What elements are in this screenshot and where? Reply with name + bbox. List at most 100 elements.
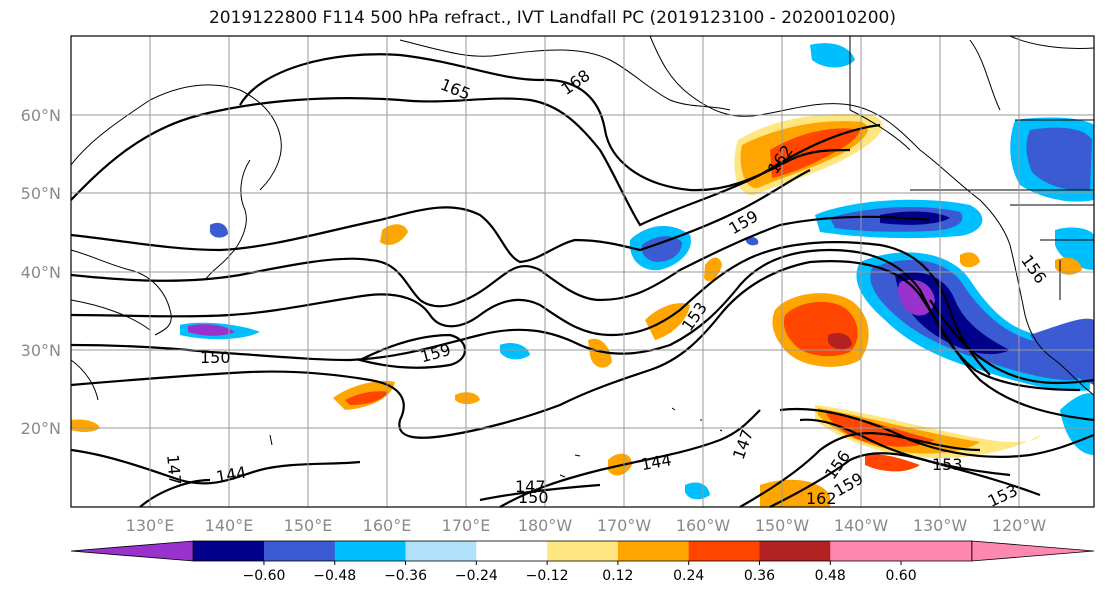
lon-tick-label: 140°E bbox=[205, 516, 254, 535]
colorbar-max-arrow bbox=[971, 540, 1095, 562]
coastline bbox=[70, 299, 151, 331]
positive-region bbox=[345, 391, 388, 405]
colorbar-tick-label: −0.60 bbox=[243, 568, 286, 584]
contour-line bbox=[929, 299, 1095, 385]
lon-tick-label: 140°W bbox=[834, 516, 889, 535]
contour-label: 153 bbox=[932, 455, 963, 474]
contour-line bbox=[70, 97, 881, 227]
negative-region bbox=[1030, 318, 1094, 385]
colorbar-tick-label: −0.24 bbox=[455, 568, 498, 584]
lon-tick-label: 120°W bbox=[992, 516, 1047, 535]
positive-region bbox=[865, 454, 920, 472]
islands bbox=[269, 407, 723, 478]
coastline bbox=[70, 84, 282, 191]
border bbox=[969, 35, 1095, 121]
colorbar-tick-label: −0.36 bbox=[384, 568, 427, 584]
contour-line bbox=[70, 448, 361, 485]
coastlines bbox=[70, 35, 1095, 478]
contour-label: 162 bbox=[806, 489, 837, 508]
colorbar-tick-label: 0.12 bbox=[602, 568, 633, 584]
positive-region bbox=[1055, 257, 1082, 275]
negative-region bbox=[897, 279, 935, 316]
negative-region bbox=[745, 236, 759, 246]
colorbar-box bbox=[547, 541, 619, 561]
lon-tick-label: 180°W bbox=[518, 516, 573, 535]
contour-line bbox=[70, 215, 931, 308]
negative-region bbox=[1055, 227, 1094, 270]
positive-region bbox=[645, 303, 690, 340]
border bbox=[910, 189, 1094, 300]
negative-region bbox=[500, 343, 530, 360]
coastline bbox=[70, 249, 172, 336]
contour-line bbox=[70, 169, 811, 264]
coastline bbox=[70, 359, 99, 401]
colorbar-min-arrow bbox=[70, 540, 194, 562]
lon-tick-label: 170°W bbox=[597, 516, 652, 535]
negative-region bbox=[210, 222, 228, 238]
lon-tick-label: 130°W bbox=[913, 516, 968, 535]
lat-tick-label: 50°N bbox=[21, 184, 61, 203]
coastline bbox=[204, 159, 251, 281]
colorbar-box bbox=[476, 541, 548, 561]
colorbar-box bbox=[334, 541, 407, 561]
lon-tick-label: 130°E bbox=[126, 516, 175, 535]
colorbar-box bbox=[759, 541, 831, 561]
contour-label: 147 bbox=[515, 477, 546, 496]
graticule bbox=[71, 36, 1094, 507]
map-frame bbox=[70, 35, 1095, 508]
colorbar-box bbox=[688, 541, 760, 561]
border bbox=[849, 36, 911, 151]
contour-label: 147 bbox=[163, 454, 185, 486]
colorbar-box bbox=[405, 541, 477, 561]
coastline bbox=[399, 39, 731, 111]
colorbar-box bbox=[830, 541, 902, 561]
lon-tick-label: 160°W bbox=[676, 516, 731, 535]
lon-axis: 130°E 140°E 150°E 160°E 170°E 180°W 170°… bbox=[126, 516, 1047, 535]
negative-region bbox=[641, 236, 682, 262]
coastline bbox=[1009, 244, 1095, 396]
lat-axis: 60°N 50°N 40°N 30°N 20°N bbox=[21, 106, 61, 438]
lon-tick-label: 170°E bbox=[442, 516, 491, 535]
colorbar-tick-label: 0.36 bbox=[744, 568, 775, 584]
colorbar-outline bbox=[192, 540, 973, 562]
contour-line bbox=[779, 407, 1095, 458]
map-title: 2019122800 F114 500 hPa refract., IVT La… bbox=[208, 8, 896, 28]
lon-tick-label: 160°E bbox=[363, 516, 412, 535]
lon-tick-label: 150°E bbox=[284, 516, 333, 535]
lon-tick-label: 150°W bbox=[755, 516, 810, 535]
colorbar-tick-label: 0.24 bbox=[673, 568, 704, 584]
positive-region bbox=[704, 257, 722, 282]
contour-line bbox=[499, 409, 761, 508]
colorbar-box bbox=[617, 541, 690, 561]
contour-line bbox=[769, 452, 1041, 508]
negative-region bbox=[1026, 127, 1092, 191]
negative-region bbox=[188, 324, 235, 336]
lat-tick-label: 30°N bbox=[21, 341, 61, 360]
negative-region bbox=[1060, 393, 1094, 455]
contour-line bbox=[479, 483, 601, 502]
lat-tick-label: 40°N bbox=[21, 263, 61, 282]
height-contours bbox=[70, 53, 1095, 508]
contour-line bbox=[70, 260, 1095, 439]
contour-line bbox=[139, 478, 211, 508]
colorbar-tick-label: −0.48 bbox=[313, 568, 356, 584]
contour-line bbox=[799, 418, 1011, 477]
positive-region bbox=[455, 392, 480, 405]
positive-region bbox=[960, 252, 980, 268]
colorbar-tick-label: 0.60 bbox=[885, 568, 916, 584]
colorbar-box bbox=[263, 541, 336, 561]
contour-label: 150 bbox=[518, 488, 549, 507]
colorbar-tick-label: 0.48 bbox=[815, 568, 846, 584]
negative-region bbox=[685, 482, 710, 500]
lat-tick-label: 20°N bbox=[21, 419, 61, 438]
positive-region bbox=[770, 128, 860, 178]
positive-region bbox=[71, 419, 100, 432]
colorbar: −0.60 −0.48 −0.36 −0.24 −0.12 0.12 0.24 0.36 0.4… bbox=[70, 540, 1095, 584]
colorbar-box bbox=[901, 541, 973, 561]
positive-region bbox=[828, 333, 852, 350]
colorbar-tick-label: −0.12 bbox=[526, 568, 569, 584]
colorbar-box bbox=[193, 541, 265, 561]
positive-region bbox=[588, 338, 612, 368]
lat-tick-label: 60°N bbox=[21, 106, 61, 125]
